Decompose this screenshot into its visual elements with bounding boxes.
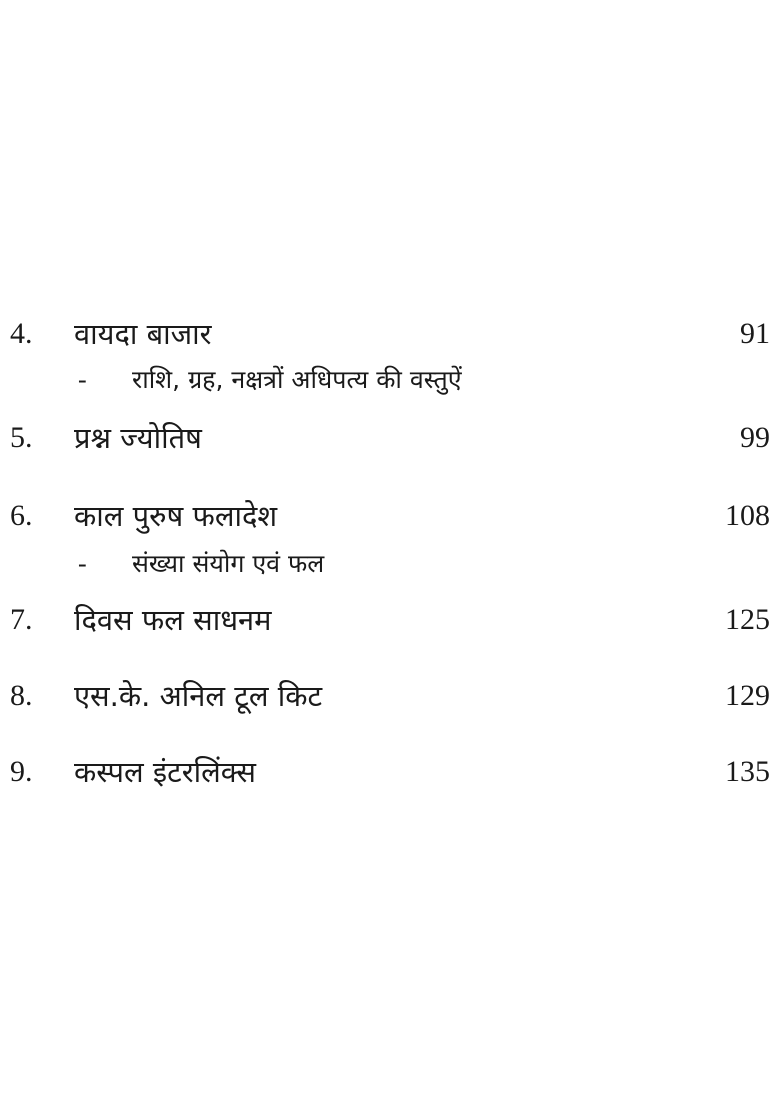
entry-title: कस्पल इंटरलिंक्स bbox=[74, 755, 257, 789]
entry-page: 135 bbox=[725, 755, 770, 788]
entry-title: दिवस फल साधनम bbox=[74, 603, 272, 637]
sub-marker: - bbox=[78, 365, 87, 394]
subentry-text: संख्या संयोग एवं फल bbox=[132, 549, 325, 578]
entry-page: 108 bbox=[725, 499, 770, 532]
entry-title: प्रश्न ज्योतिष bbox=[74, 421, 202, 455]
entry-number: 9. bbox=[10, 755, 33, 788]
entry-page: 129 bbox=[725, 679, 770, 712]
entry-title: काल पुरुष फलादेश bbox=[74, 499, 278, 533]
toc-entry: 8. एस.के. अनिल टूल किट 129 bbox=[0, 676, 780, 716]
toc-entry: 5. प्रश्न ज्योतिष 99 bbox=[0, 418, 780, 458]
entry-number: 8. bbox=[10, 679, 33, 712]
toc-entry: 6. काल पुरुष फलादेश 108 bbox=[0, 496, 780, 536]
sub-marker: - bbox=[78, 549, 87, 578]
entry-number: 6. bbox=[10, 499, 33, 532]
entry-number: 4. bbox=[10, 317, 33, 350]
entry-page: 99 bbox=[740, 421, 770, 454]
toc-entry: 4. वायदा बाजार 91 bbox=[0, 314, 780, 354]
entry-page: 125 bbox=[725, 603, 770, 636]
entry-number: 7. bbox=[10, 603, 33, 636]
toc-entry: 9. कस्पल इंटरलिंक्स 135 bbox=[0, 752, 780, 792]
entry-page: 91 bbox=[740, 317, 770, 350]
entry-title: एस.के. अनिल टूल किट bbox=[74, 679, 323, 713]
entry-number: 5. bbox=[10, 421, 33, 454]
toc-subentry: - संख्या संयोग एवं फल bbox=[0, 546, 780, 582]
toc-subentry: - राशि, ग्रह, नक्षत्रों अधिपत्य की वस्तु… bbox=[0, 362, 780, 398]
subentry-text: राशि, ग्रह, नक्षत्रों अधिपत्य की वस्तुऐं bbox=[132, 365, 462, 394]
toc-entry: 7. दिवस फल साधनम 125 bbox=[0, 600, 780, 640]
entry-title: वायदा बाजार bbox=[74, 317, 212, 351]
